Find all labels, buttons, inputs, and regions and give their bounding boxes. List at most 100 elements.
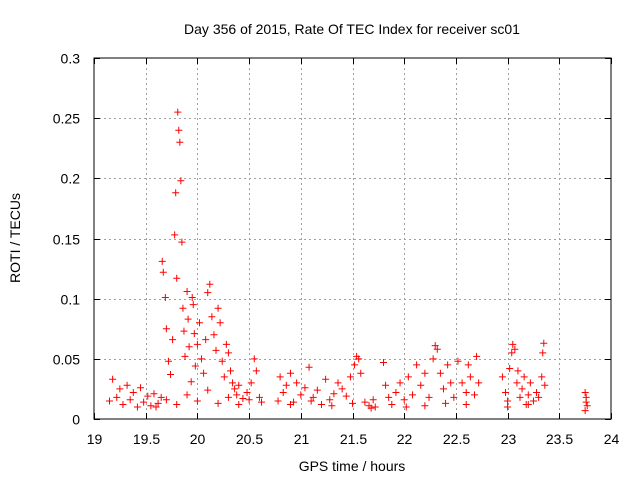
- data-point: [172, 189, 180, 197]
- data-point: [250, 355, 258, 363]
- data-point: [301, 384, 309, 392]
- data-point: [581, 407, 589, 415]
- data-point: [176, 138, 184, 146]
- x-axis-label: GPS time / hours: [299, 458, 406, 474]
- data-point: [520, 373, 528, 381]
- data-point: [508, 349, 516, 357]
- data-point: [239, 395, 247, 403]
- data-point: [361, 398, 369, 406]
- y-tick-label: 0.3: [61, 51, 81, 67]
- x-tick-label: 20: [190, 431, 206, 447]
- data-point: [514, 367, 522, 375]
- data-point: [326, 396, 334, 404]
- data-point: [380, 358, 388, 366]
- data-point: [458, 379, 466, 387]
- data-point: [385, 393, 393, 401]
- data-point: [226, 367, 234, 375]
- data-point: [367, 404, 375, 412]
- data-point: [214, 399, 222, 407]
- data-point: [233, 391, 241, 399]
- data-point: [235, 401, 243, 409]
- data-point: [200, 369, 208, 377]
- data-point: [511, 345, 519, 353]
- data-point: [210, 331, 218, 339]
- data-point: [582, 398, 590, 406]
- data-point: [504, 403, 512, 411]
- data-point: [212, 346, 220, 354]
- data-point: [526, 379, 534, 387]
- x-tick-label: 19: [87, 431, 103, 447]
- data-point: [322, 375, 330, 383]
- data-point: [334, 379, 342, 387]
- y-tick-label: 0: [72, 412, 80, 428]
- data-point: [351, 361, 359, 369]
- data-point: [307, 397, 315, 405]
- data-point: [413, 361, 421, 369]
- data-point: [429, 355, 437, 363]
- x-tick-label: 22.5: [443, 431, 470, 447]
- data-point: [313, 386, 321, 394]
- data-point: [202, 336, 210, 344]
- data-point: [518, 385, 526, 393]
- data-point: [189, 301, 197, 309]
- data-point: [183, 391, 191, 399]
- plot-frame: [93, 57, 612, 420]
- data-point: [126, 396, 134, 404]
- x-tick-label: 24: [604, 431, 620, 447]
- data-point: [396, 379, 404, 387]
- data-point: [173, 274, 181, 282]
- x-tick-label: 21: [294, 431, 310, 447]
- data-point: [400, 396, 408, 404]
- data-point: [436, 369, 444, 377]
- data-point: [462, 401, 470, 409]
- data-point: [421, 402, 429, 410]
- data-point: [235, 381, 243, 389]
- y-axis-label: ROTI / TECUs: [7, 193, 23, 283]
- data-point: [433, 345, 441, 353]
- data-point: [382, 381, 390, 389]
- data-point: [123, 381, 131, 389]
- data-point: [342, 392, 350, 400]
- data-point: [442, 399, 450, 407]
- data-point: [144, 392, 152, 400]
- data-point: [133, 403, 141, 411]
- data-point: [276, 373, 284, 381]
- data-point: [116, 385, 124, 393]
- data-point: [471, 391, 479, 399]
- data-point: [279, 389, 287, 397]
- x-tick-label: 20.5: [236, 431, 263, 447]
- data-point: [179, 304, 187, 312]
- data-point: [355, 355, 363, 363]
- data-point: [583, 402, 591, 410]
- data-point: [245, 396, 253, 404]
- data-point: [309, 393, 317, 401]
- data-point: [206, 280, 214, 288]
- data-point: [183, 287, 191, 295]
- data-point: [231, 385, 239, 393]
- data-point: [106, 397, 114, 405]
- data-point: [164, 357, 172, 365]
- data-point: [293, 379, 301, 387]
- data-point: [222, 340, 230, 348]
- data-point: [464, 361, 472, 369]
- data-point: [425, 393, 433, 401]
- data-point: [224, 349, 232, 357]
- data-point: [191, 362, 199, 370]
- data-point: [224, 393, 232, 401]
- data-point: [152, 403, 160, 411]
- data-point: [181, 352, 189, 360]
- data-point: [193, 397, 201, 405]
- data-point: [193, 340, 201, 348]
- data-point: [208, 313, 216, 321]
- data-point: [157, 393, 165, 401]
- data-point: [140, 398, 148, 406]
- data-point: [524, 391, 532, 399]
- data-point: [159, 268, 167, 276]
- data-point: [174, 108, 182, 116]
- data-point: [137, 384, 145, 392]
- data-point: [175, 126, 183, 134]
- data-point: [188, 293, 196, 301]
- data-point: [371, 403, 379, 411]
- data-point: [190, 330, 198, 338]
